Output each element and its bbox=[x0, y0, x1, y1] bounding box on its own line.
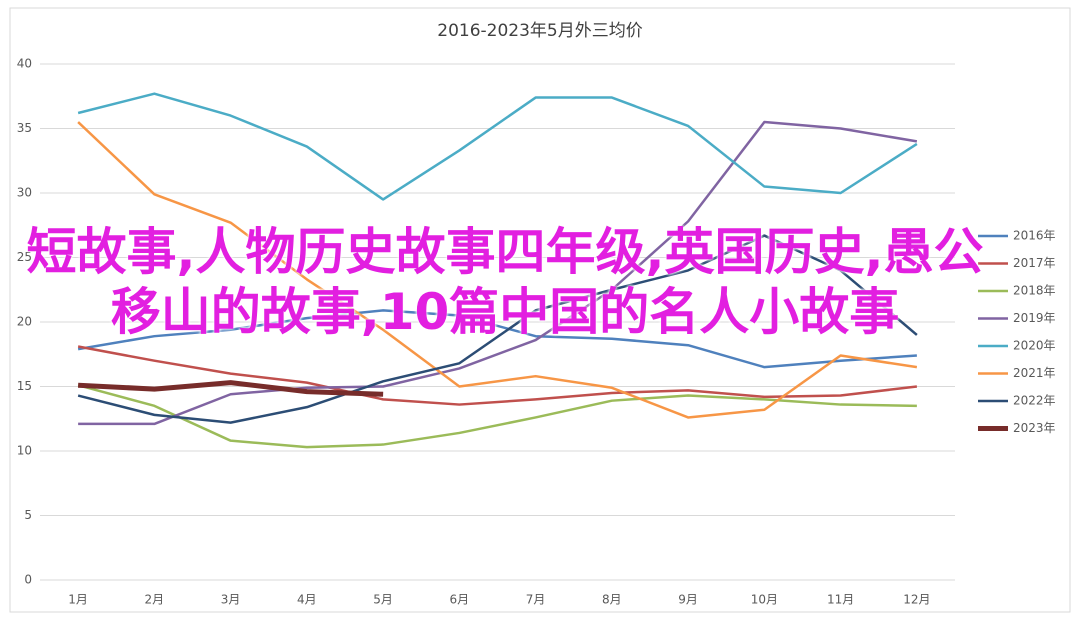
x-tick-label: 5月 bbox=[373, 593, 393, 607]
y-tick-label: 15 bbox=[17, 379, 32, 393]
legend-label: 2018年 bbox=[1013, 284, 1056, 298]
legend-label: 2023年 bbox=[1013, 421, 1056, 435]
x-tick-label: 1月 bbox=[68, 593, 88, 607]
x-tick-label: 6月 bbox=[450, 593, 470, 607]
y-tick-label: 40 bbox=[17, 57, 32, 71]
x-tick-label: 11月 bbox=[827, 593, 854, 607]
overlay-text: 短故事,人物历史故事四年级,英国历史,愚公移山的故事,10篇中国的名人小故事 bbox=[26, 223, 984, 341]
series-line bbox=[77, 92, 918, 201]
x-tick-label: 10月 bbox=[751, 593, 778, 607]
legend-label: 2019年 bbox=[1013, 311, 1056, 325]
x-tick-label: 9月 bbox=[678, 593, 698, 607]
legend-label: 2021年 bbox=[1013, 366, 1056, 380]
legend-label: 2016年 bbox=[1013, 229, 1056, 243]
x-tick-label: 2月 bbox=[145, 593, 165, 607]
legend-label: 2022年 bbox=[1013, 394, 1056, 408]
x-tick-label: 12月 bbox=[903, 593, 930, 607]
series-line bbox=[77, 309, 917, 369]
series-line bbox=[77, 234, 918, 424]
y-tick-label: 0 bbox=[24, 573, 32, 587]
y-tick-label: 20 bbox=[17, 315, 32, 329]
x-tick-label: 3月 bbox=[221, 593, 241, 607]
x-tick-label: 8月 bbox=[602, 593, 622, 607]
series-line bbox=[78, 120, 918, 426]
series-line bbox=[77, 380, 384, 397]
series-line bbox=[77, 121, 918, 419]
x-tick-label: 7月 bbox=[526, 593, 546, 607]
y-tick-label: 5 bbox=[24, 508, 32, 522]
y-tick-label: 10 bbox=[17, 444, 32, 458]
y-tick-label: 35 bbox=[17, 121, 32, 135]
y-tick-label: 25 bbox=[17, 250, 32, 264]
y-tick-label: 30 bbox=[17, 186, 32, 200]
chart-title: 2016-2023年5月外三均价 bbox=[437, 21, 642, 41]
legend-label: 2020年 bbox=[1013, 339, 1056, 353]
series-line bbox=[77, 345, 918, 406]
x-tick-label: 4月 bbox=[297, 593, 317, 607]
legend-label: 2017年 bbox=[1013, 256, 1056, 270]
